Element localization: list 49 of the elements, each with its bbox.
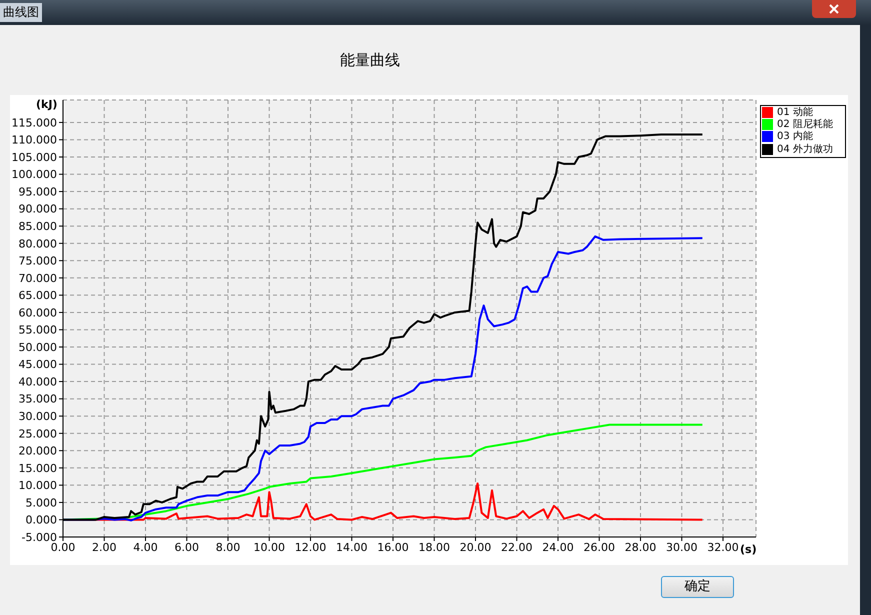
x-tick-label: 10.00 — [254, 540, 285, 554]
y-tick-label: 95.000 — [18, 185, 57, 198]
x-tick-label: 16.00 — [377, 540, 409, 554]
y-tick-label: 30.000 — [18, 410, 57, 423]
x-tick-label: 32.00 — [707, 540, 739, 554]
y-tick-label: 70.000 — [18, 272, 57, 285]
y-tick-label: 60.000 — [18, 306, 57, 320]
x-tick-label: 14.00 — [336, 540, 368, 554]
y-tick-label: 100.000 — [12, 168, 57, 182]
y-tick-label: 20.000 — [18, 444, 57, 458]
y-tick-label: 65.000 — [18, 289, 57, 302]
x-tick-label: 6.00 — [174, 540, 199, 554]
legend-label: 03 内能 — [777, 132, 813, 143]
x-tick-label: 20.00 — [460, 540, 492, 554]
legend-label: 01 动能 — [777, 107, 813, 118]
x-tick-label: 8.00 — [216, 540, 240, 554]
legend-label: 02 阻尼耗能 — [777, 119, 833, 130]
x-tick-label: 24.00 — [542, 540, 574, 554]
x-tick-label: 28.00 — [624, 540, 656, 554]
y-tick-label: 80.000 — [18, 237, 57, 250]
y-tick-label: 75.000 — [18, 254, 57, 268]
x-tick-label: 4.00 — [133, 540, 158, 554]
text: 曲线图 — [0, 3, 42, 22]
y-tick-label: 10.000 — [18, 479, 57, 492]
chart-title: 能量曲线 — [339, 51, 401, 70]
y-tick-label: 90.000 — [18, 202, 57, 216]
y-axis-title: (kJ) — [36, 98, 58, 111]
y-tick-label: 25.000 — [18, 427, 57, 440]
x-tick-label: 22.00 — [501, 540, 532, 554]
x-tick-label: 2.00 — [92, 540, 116, 554]
y-tick-label: 55.000 — [18, 324, 57, 337]
x-tick-label: 26.00 — [584, 540, 615, 554]
y-tick-label: 0.000 — [26, 514, 57, 527]
y-tick-label: 5.000 — [26, 496, 57, 510]
y-tick-label: 50.000 — [18, 340, 57, 354]
y-tick-label: 115.000 — [12, 116, 57, 130]
x-tick-label: 30.00 — [666, 540, 698, 554]
x-tick-label: 18.00 — [418, 540, 450, 554]
y-tick-label: 110.000 — [12, 134, 57, 147]
y-tick-label: 15.000 — [18, 462, 57, 475]
y-tick-label: 45.000 — [18, 358, 57, 372]
y-tick-label: 85.000 — [18, 220, 57, 233]
y-tick-label: 40.000 — [18, 375, 57, 388]
y-tick-label: 35.000 — [18, 392, 57, 406]
legend-label: 04 外力做功 — [777, 144, 833, 155]
x-tick-label: 12.00 — [294, 540, 326, 554]
y-tick-label: 105.000 — [12, 150, 57, 164]
text: 确定 — [661, 576, 734, 598]
x-axis-title: (s) — [740, 542, 757, 556]
